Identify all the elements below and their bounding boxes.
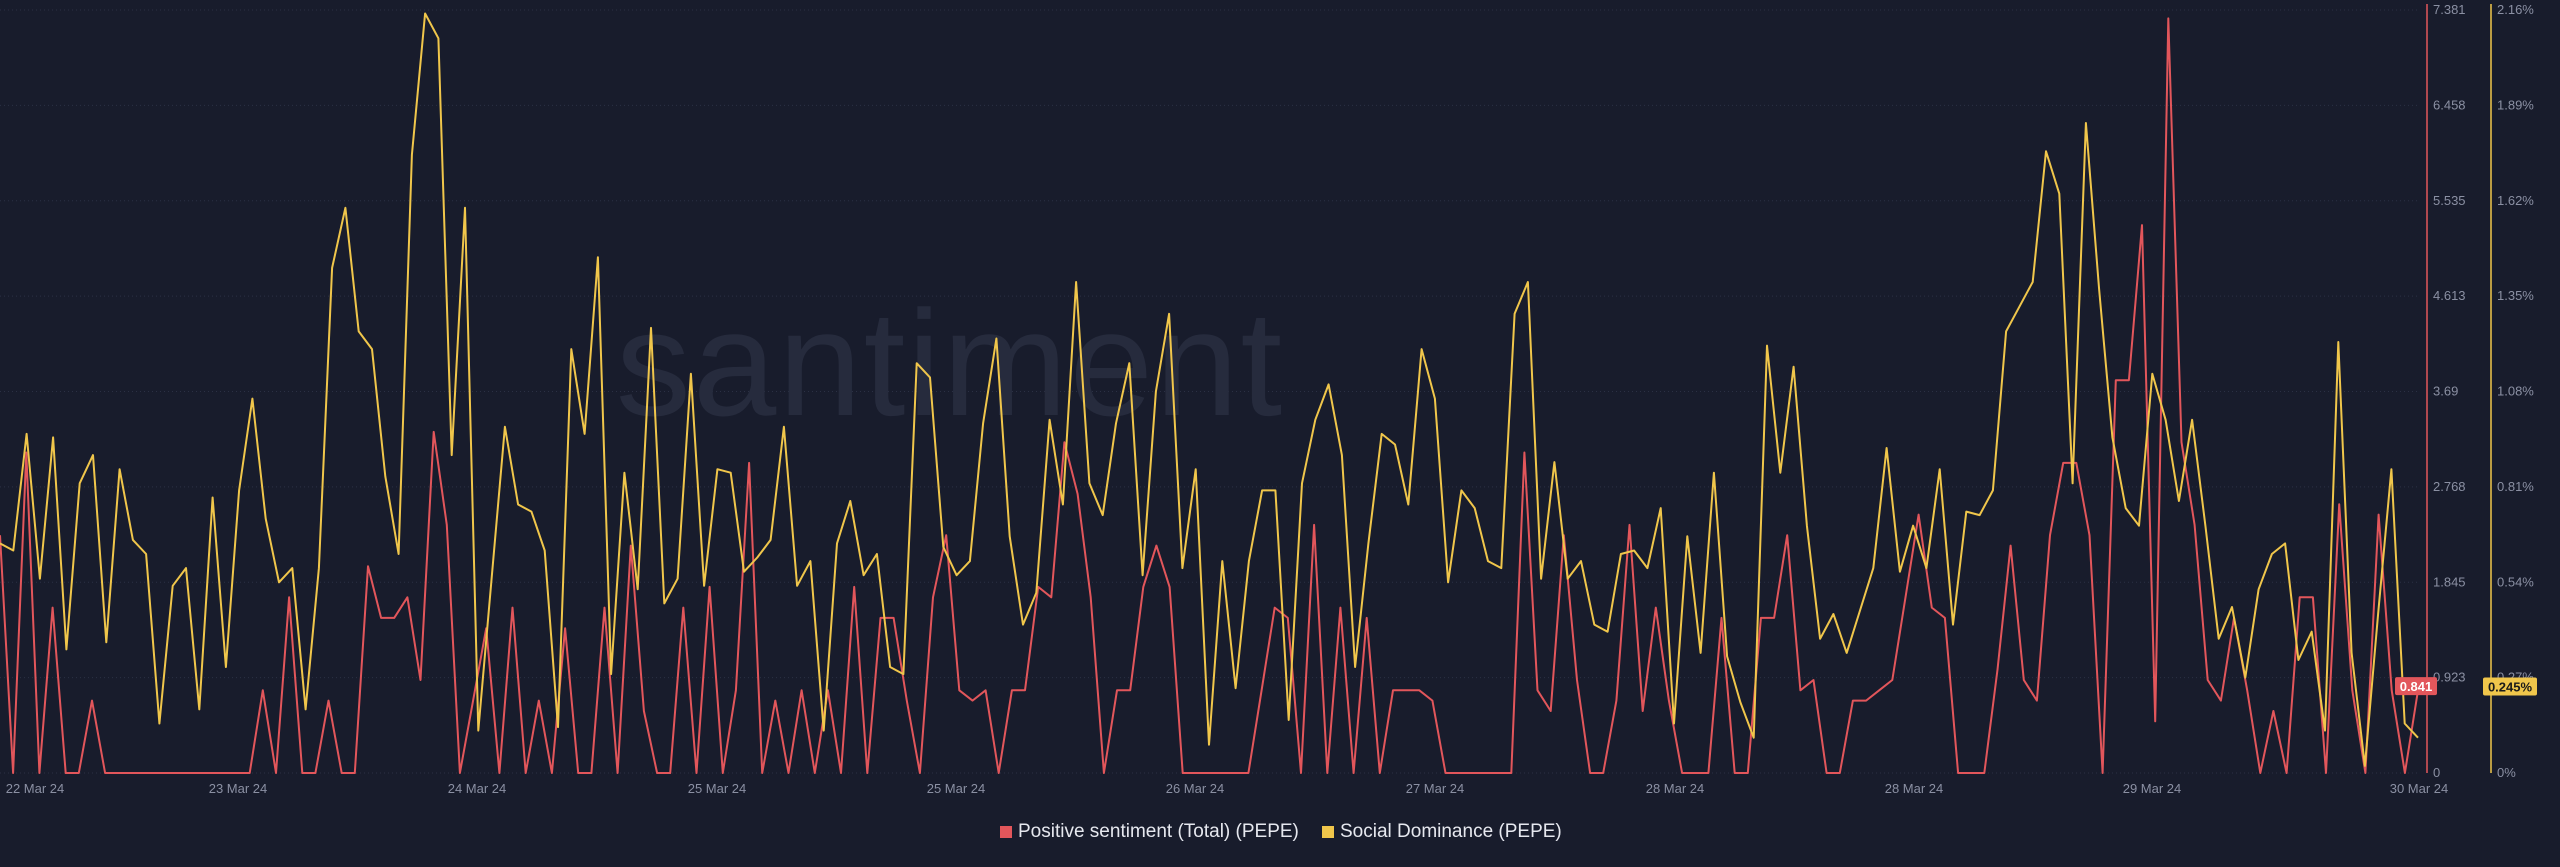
current-value-badges: 0.841 0.245% — [2395, 677, 2537, 696]
left-axis-tick: 0 — [2433, 765, 2440, 780]
legend-swatch-sentiment — [1000, 826, 1012, 838]
x-axis-tick: 26 Mar 24 — [1166, 781, 1225, 796]
right-axis-tick: 1.08% — [2497, 384, 2534, 399]
x-axis-tick: 30 Mar 24 — [2390, 781, 2449, 796]
left-axis-tick: 5.535 — [2433, 193, 2466, 208]
x-axis-tick: 28 Mar 24 — [1646, 781, 1705, 796]
right-axis-tick: 1.62% — [2497, 193, 2534, 208]
legend-label-sentiment: Positive sentiment (Total) (PEPE) — [1018, 821, 1299, 842]
legend-swatch-dominance — [1322, 826, 1334, 838]
left-axis-tick: 3.69 — [2433, 384, 2458, 399]
dominance-badge-label: 0.245% — [2488, 679, 2533, 694]
x-axis-tick: 28 Mar 24 — [1885, 781, 1944, 796]
right-axis-tick: 2.16% — [2497, 2, 2534, 17]
x-axis-tick: 23 Mar 24 — [209, 781, 268, 796]
legend-label-dominance: Social Dominance (PEPE) — [1340, 821, 1562, 842]
left-axis-tick: 2.768 — [2433, 479, 2466, 494]
left-axis-tick: 1.845 — [2433, 574, 2466, 589]
sentiment-badge — [2395, 677, 2437, 696]
right-axis-tick: 0% — [2497, 765, 2516, 780]
series-line-sentiment — [0, 17, 2419, 774]
left-axis-tick: 7.381 — [2433, 2, 2466, 17]
watermark: santiment — [616, 279, 1284, 447]
dominance-badge — [2483, 677, 2537, 696]
x-axis-tick: 24 Mar 24 — [448, 781, 507, 796]
x-axis-tick: 27 Mar 24 — [1406, 781, 1465, 796]
series-line-dominance — [0, 12, 2419, 767]
right-axis-tick: 1.35% — [2497, 288, 2534, 303]
left-axis-tick: 4.613 — [2433, 288, 2466, 303]
x-axis-tick: 25 Mar 24 — [688, 781, 747, 796]
right-axis-tick: 0.81% — [2497, 479, 2534, 494]
left-axis-tick: 6.458 — [2433, 97, 2466, 112]
x-axis-tick: 25 Mar 24 — [927, 781, 986, 796]
right-axis-tick: 0.54% — [2497, 574, 2534, 589]
axes: 7.381 2.16% 6.458 1.89% 5.535 1.62% 4.613 1.35%… — [6, 2, 2535, 796]
series-lines — [0, 12, 2419, 774]
x-axis-tick: 22 Mar 24 — [6, 781, 65, 796]
x-axis-tick: 29 Mar 24 — [2123, 781, 2182, 796]
left-axis-tick: 0.923 — [2433, 670, 2466, 685]
sentiment-badge-label: 0.841 — [2400, 679, 2433, 694]
legend: Positive sentiment (Total) (PEPE) Social … — [1000, 821, 1562, 842]
right-axis-tick: 1.89% — [2497, 97, 2534, 112]
